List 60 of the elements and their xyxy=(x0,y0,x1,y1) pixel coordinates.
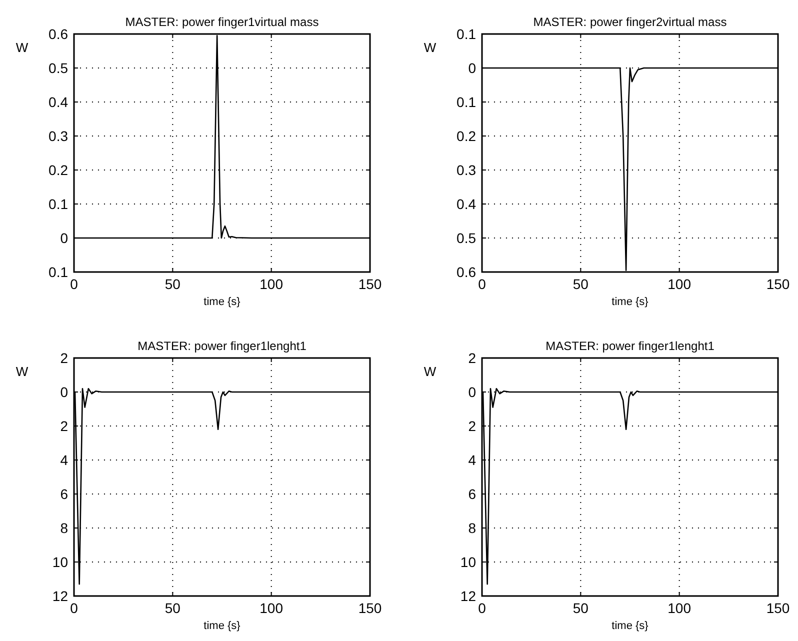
y-tick-label: 6 xyxy=(468,486,476,502)
y-tick-label: 0.1 xyxy=(48,264,68,280)
x-tick-label: 100 xyxy=(260,276,284,292)
y-axis-title: W xyxy=(16,364,29,379)
x-tick-label: 0 xyxy=(478,276,486,292)
y-tick-label: 4 xyxy=(468,452,476,468)
x-tick-label: 150 xyxy=(358,276,382,292)
x-tick-label: 50 xyxy=(164,276,181,292)
y-tick-label: 0.5 xyxy=(48,60,68,76)
y-tick-label: 0.3 xyxy=(48,128,68,144)
y-tick-label: 0.1 xyxy=(456,26,476,42)
y-tick-label: 8 xyxy=(468,520,476,536)
x-tick-label: 100 xyxy=(668,600,692,616)
y-tick-label: 12 xyxy=(460,588,476,604)
y-tick-label: 6 xyxy=(60,486,68,502)
x-axis-title: time {s} xyxy=(612,620,649,632)
y-axis-title: W xyxy=(424,40,437,55)
y-tick-label: 0.1 xyxy=(456,94,476,110)
x-tick-label: 100 xyxy=(260,600,284,616)
y-tick-label: 0.5 xyxy=(456,230,476,246)
y-tick-label: 0.4 xyxy=(48,94,68,110)
y-tick-label: 2 xyxy=(468,418,476,434)
y-tick-label: 2 xyxy=(468,350,476,366)
y-tick-label: 8 xyxy=(60,520,68,536)
y-tick-label: 0.2 xyxy=(456,128,476,144)
y-tick-label: 0 xyxy=(468,384,476,400)
y-tick-label: 0 xyxy=(60,230,68,246)
y-axis-title: W xyxy=(16,40,29,55)
chart-title: MASTER: power finger1lenght1 xyxy=(546,339,715,353)
y-tick-label: 10 xyxy=(52,554,68,570)
chart-title: MASTER: power finger2virtual mass xyxy=(533,15,727,29)
x-tick-label: 50 xyxy=(164,600,181,616)
chart-title: MASTER: power finger1lenght1 xyxy=(138,339,307,353)
y-tick-label: 0.1 xyxy=(48,196,68,212)
x-tick-label: 150 xyxy=(766,276,790,292)
x-tick-label: 150 xyxy=(766,600,790,616)
y-tick-label: 2 xyxy=(60,418,68,434)
x-tick-label: 0 xyxy=(70,600,78,616)
x-tick-label: 50 xyxy=(572,600,589,616)
y-tick-label: 0.6 xyxy=(456,264,476,280)
x-axis-title: time {s} xyxy=(204,620,241,632)
x-tick-label: 100 xyxy=(668,276,692,292)
y-tick-label: 12 xyxy=(52,588,68,604)
y-tick-label: 0 xyxy=(468,60,476,76)
x-tick-label: 0 xyxy=(70,276,78,292)
x-tick-label: 50 xyxy=(572,276,589,292)
y-tick-label: 0.3 xyxy=(456,162,476,178)
x-axis-title: time {s} xyxy=(204,296,241,308)
chart-title: MASTER: power finger1virtual mass xyxy=(125,15,319,29)
x-tick-label: 0 xyxy=(478,600,486,616)
x-axis-title: time {s} xyxy=(612,296,649,308)
x-tick-label: 150 xyxy=(358,600,382,616)
y-tick-label: 0.4 xyxy=(456,196,476,212)
y-tick-label: 0.2 xyxy=(48,162,68,178)
y-tick-label: 10 xyxy=(460,554,476,570)
y-tick-label: 0.6 xyxy=(48,26,68,42)
y-tick-label: 4 xyxy=(60,452,68,468)
y-axis-title: W xyxy=(424,364,437,379)
y-tick-label: 2 xyxy=(60,350,68,366)
y-tick-label: 0 xyxy=(60,384,68,400)
